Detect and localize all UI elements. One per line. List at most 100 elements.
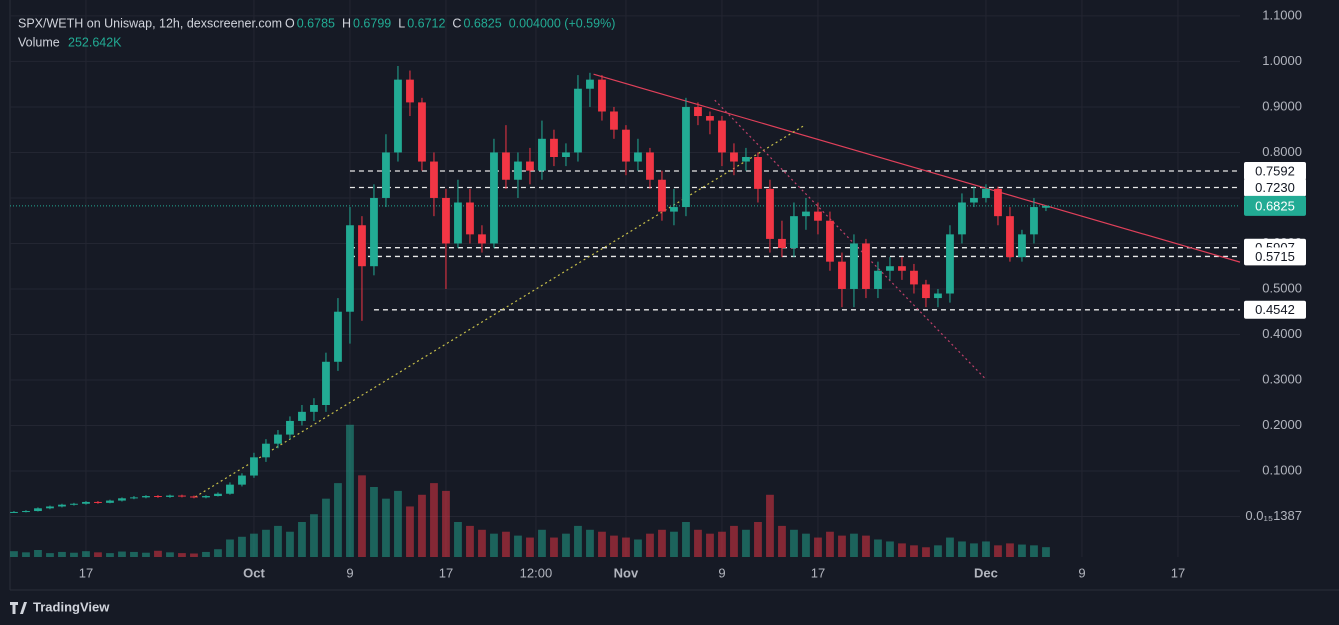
volume-bar — [982, 541, 990, 557]
level-label: 0.4542 — [1255, 302, 1295, 317]
level-label: 0.5715 — [1255, 249, 1295, 264]
volume-bar — [382, 498, 390, 557]
volume-bar — [790, 529, 798, 557]
axes: 0.0₁₅1387 0.1000 0.2000 0.3000 0.4000 0.5000 0… — [79, 7, 1306, 580]
x-tick-label: 9 — [346, 565, 353, 580]
ohlc-value: 0.6712 — [407, 16, 445, 30]
candle-body — [802, 211, 810, 217]
candle-body — [934, 293, 942, 299]
candle-body — [514, 161, 522, 180]
candle-body — [874, 270, 882, 289]
volume-bar — [466, 525, 474, 557]
volume-bar — [538, 529, 546, 557]
candle-body — [430, 161, 438, 198]
volume-bar — [142, 552, 150, 557]
last-price-badge — [1244, 195, 1306, 216]
candle-body — [106, 500, 114, 503]
ohlc-value: 0.6785 — [297, 16, 335, 30]
y-tick-label: 0.0₁₅1387 — [1245, 508, 1302, 523]
y-tick-label: 1.0000 — [1262, 53, 1302, 68]
volume-bar — [814, 537, 822, 557]
price-change: 0.004000 (+0.59%) — [509, 16, 616, 30]
candle-body — [502, 152, 510, 180]
candle-body — [982, 188, 990, 198]
level-badge — [1244, 300, 1306, 319]
candle-body — [958, 202, 966, 235]
brand: TradingView — [10, 599, 110, 614]
volume-bar — [118, 551, 126, 557]
volume-bar — [46, 553, 54, 557]
level-badge — [1244, 178, 1306, 197]
volume-bar — [646, 533, 654, 557]
candle-body — [910, 270, 918, 285]
candle-body — [538, 138, 546, 171]
candle-body — [118, 498, 126, 501]
candle-body — [310, 405, 318, 412]
volume-bar — [22, 552, 30, 557]
y-tick-label: 0.9000 — [1262, 98, 1302, 113]
volume-bar — [322, 498, 330, 557]
volume-bar — [574, 525, 582, 557]
y-tick-label: 0.1000 — [1262, 462, 1302, 477]
x-tick-label: 17 — [811, 565, 825, 580]
level-badge — [1244, 162, 1306, 181]
candle-body — [1030, 207, 1038, 235]
volume-bar — [922, 547, 930, 557]
candle-body — [646, 152, 654, 180]
volume-bar — [394, 490, 402, 557]
candle-body — [166, 495, 174, 497]
candle-body — [70, 503, 78, 505]
x-tick-label: Oct — [243, 565, 265, 580]
candle-body — [814, 211, 822, 221]
brand-name: TradingView — [33, 599, 110, 614]
volume-bar — [250, 533, 258, 557]
volume-bar — [910, 545, 918, 557]
candle-body — [946, 234, 954, 294]
y-tick-label: 0.8000 — [1262, 144, 1302, 159]
volume-pane — [10, 424, 1050, 557]
candle-body — [622, 129, 630, 162]
volume-bar — [166, 552, 174, 557]
candle-body — [994, 188, 1002, 217]
volume-bar — [658, 529, 666, 557]
volume-bar — [1006, 543, 1014, 557]
volume-bar — [346, 424, 354, 557]
candle-body — [58, 504, 66, 507]
candle-body — [34, 508, 42, 512]
volume-bar — [478, 529, 486, 557]
ohlc-key: O — [285, 16, 295, 30]
candle-body — [478, 234, 486, 244]
candle-body — [838, 261, 846, 289]
candle-body — [742, 156, 750, 162]
last-price-label: 0.6825 — [1255, 198, 1295, 213]
volume-bar — [442, 490, 450, 557]
volume-bar — [106, 553, 114, 557]
x-tick-label: 17 — [439, 565, 453, 580]
volume-bar — [850, 533, 858, 557]
ohlc-key: H — [342, 16, 351, 30]
x-tick-label: 12:00 — [520, 565, 553, 580]
candle-body — [322, 361, 330, 406]
volume-bar — [406, 506, 414, 557]
ohlc-legend: O 0.6785 H 0.6799 L 0.6712 C 0.6825 0.004000 (+0… — [285, 16, 615, 30]
candle-body — [658, 179, 666, 212]
brand-logo — [10, 602, 27, 614]
volume-bar — [334, 483, 342, 557]
x-tick-label: Nov — [614, 565, 639, 580]
volume-bar — [154, 550, 162, 557]
volume-bar — [610, 535, 618, 557]
volume-bar — [958, 541, 966, 557]
volume-bar — [370, 487, 378, 557]
candle-body — [94, 501, 102, 503]
ohlc-value: 0.6799 — [353, 16, 391, 30]
candle-body — [214, 493, 222, 497]
x-tick-label: 9 — [1078, 565, 1085, 580]
candle-body — [346, 225, 354, 312]
candle-body — [442, 197, 450, 244]
candle-body — [766, 188, 774, 239]
volume-bar — [598, 531, 606, 557]
candle-body — [610, 111, 618, 130]
volume-bar — [514, 535, 522, 557]
volume-bar — [430, 483, 438, 557]
